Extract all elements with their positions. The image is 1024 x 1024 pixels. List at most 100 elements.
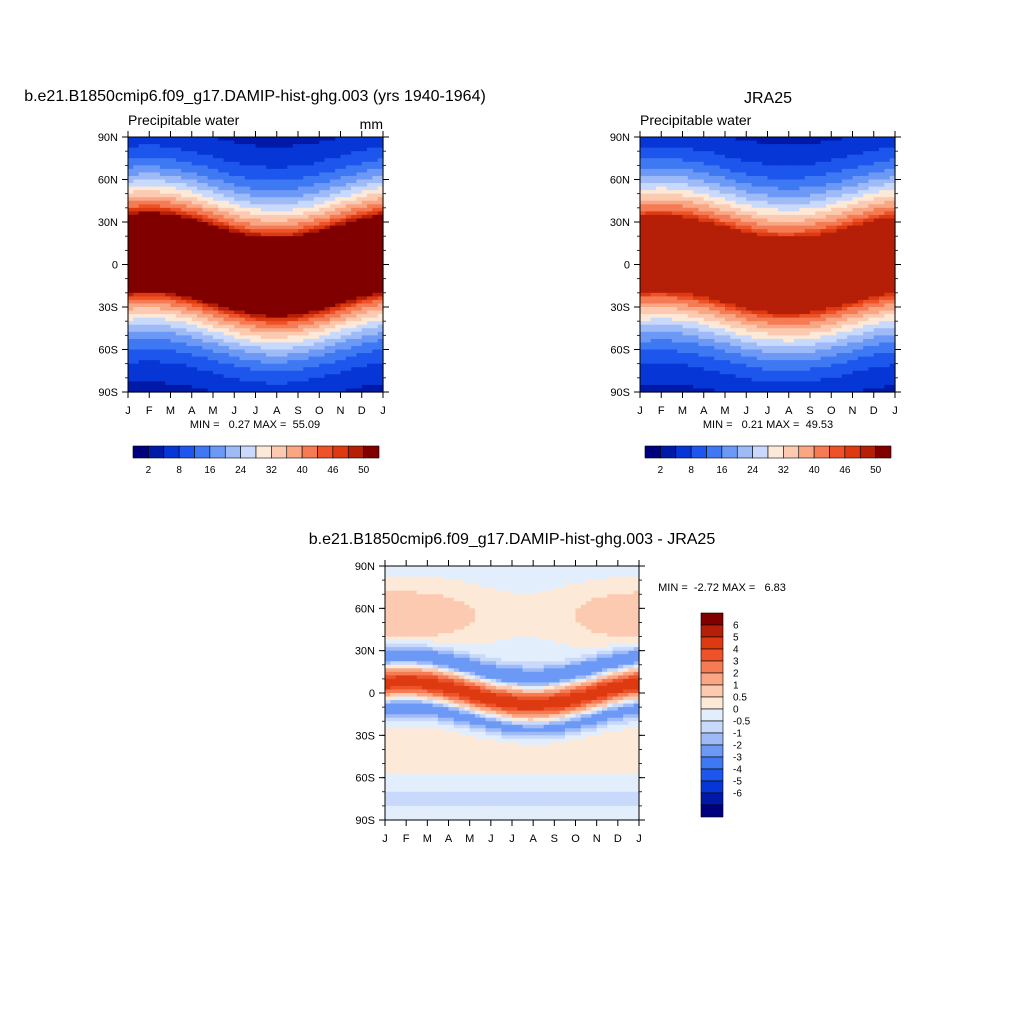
field-cell — [377, 349, 384, 354]
field-cell — [244, 147, 251, 152]
field-cell — [324, 388, 331, 393]
field-cell — [244, 278, 251, 283]
field-cell — [128, 190, 134, 195]
field-cell — [645, 289, 652, 294]
field-cell — [191, 282, 198, 287]
field-cell — [154, 144, 161, 149]
field-cell — [319, 317, 326, 322]
field-cell — [308, 264, 315, 269]
field-cell — [677, 377, 684, 382]
field-cell — [244, 388, 251, 393]
field-cell — [202, 161, 209, 166]
field-cell — [335, 137, 342, 142]
field-cell — [218, 175, 225, 181]
field-cell — [276, 338, 283, 344]
field-cell — [159, 299, 166, 305]
field-cell — [202, 246, 209, 251]
field-cell — [159, 151, 166, 156]
field-cell — [197, 289, 203, 294]
field-cell — [154, 253, 161, 259]
field-cell — [239, 342, 246, 347]
field-cell — [335, 229, 342, 234]
field-cell — [223, 360, 230, 365]
field-cell — [191, 299, 198, 305]
field-cell — [271, 307, 278, 312]
field-cell — [228, 144, 235, 149]
field-cell — [650, 236, 657, 241]
field-cell — [725, 165, 731, 170]
field-cell — [159, 218, 166, 223]
field-cell — [335, 374, 342, 379]
field-cell — [361, 345, 368, 351]
field-cell — [186, 335, 193, 340]
field-cell — [313, 154, 320, 159]
field-cell — [239, 331, 246, 336]
field-cell — [191, 140, 198, 145]
field-cell — [361, 186, 368, 191]
field-cell — [138, 282, 145, 287]
field-cell — [671, 349, 678, 354]
field-cell — [298, 296, 304, 301]
field-cell — [223, 147, 230, 152]
field-cell — [276, 253, 283, 259]
field-cell — [367, 370, 373, 375]
field-cell — [223, 204, 230, 209]
field-cell — [661, 229, 668, 234]
field-cell — [345, 239, 352, 244]
field-cell — [287, 204, 294, 209]
field-cell — [228, 338, 235, 344]
field-cell — [250, 377, 257, 382]
field-cell — [703, 175, 710, 181]
field-cell — [282, 218, 288, 223]
field-cell — [740, 158, 747, 163]
field-cell — [340, 232, 347, 237]
field-cell — [361, 374, 368, 379]
field-cell — [666, 367, 673, 372]
field-cell — [250, 207, 257, 212]
field-cell — [703, 345, 710, 351]
field-cell — [714, 292, 721, 297]
field-cell — [367, 278, 373, 283]
field-cell — [138, 165, 145, 170]
field-cell — [682, 200, 689, 205]
field-cell — [154, 299, 161, 305]
field-cell — [197, 324, 203, 329]
field-cell — [313, 190, 320, 195]
field-cell — [228, 353, 235, 358]
field-cell — [271, 285, 278, 290]
field-cell — [282, 168, 288, 174]
field-cell — [202, 289, 209, 294]
field-cell — [239, 310, 246, 315]
field-cell — [154, 381, 161, 386]
field-cell — [703, 275, 710, 280]
field-cell — [223, 151, 230, 156]
field-cell — [655, 317, 662, 322]
field-cell — [655, 236, 662, 241]
field-cell — [239, 253, 246, 259]
field-cell — [372, 275, 379, 280]
field-cell — [719, 335, 726, 340]
field-cell — [202, 342, 209, 347]
field-cell — [687, 381, 694, 386]
field-cell — [719, 218, 726, 223]
field-cell — [228, 345, 235, 351]
field-cell — [165, 137, 172, 142]
field-cell — [260, 183, 267, 188]
field-cell — [308, 384, 315, 390]
field-cell — [740, 236, 747, 241]
field-cell — [335, 317, 342, 322]
field-cell — [703, 353, 710, 358]
field-cell — [709, 328, 715, 333]
field-cell — [367, 342, 373, 347]
field-cell — [661, 328, 668, 333]
field-cell — [703, 360, 710, 365]
field-cell — [329, 388, 336, 393]
field-cell — [133, 183, 140, 188]
field-cell — [666, 151, 673, 156]
field-cell — [640, 175, 646, 181]
field-cell — [175, 374, 182, 379]
field-cell — [191, 165, 198, 170]
field-cell — [735, 285, 742, 290]
field-cell — [197, 363, 203, 368]
field-cell — [671, 183, 678, 188]
